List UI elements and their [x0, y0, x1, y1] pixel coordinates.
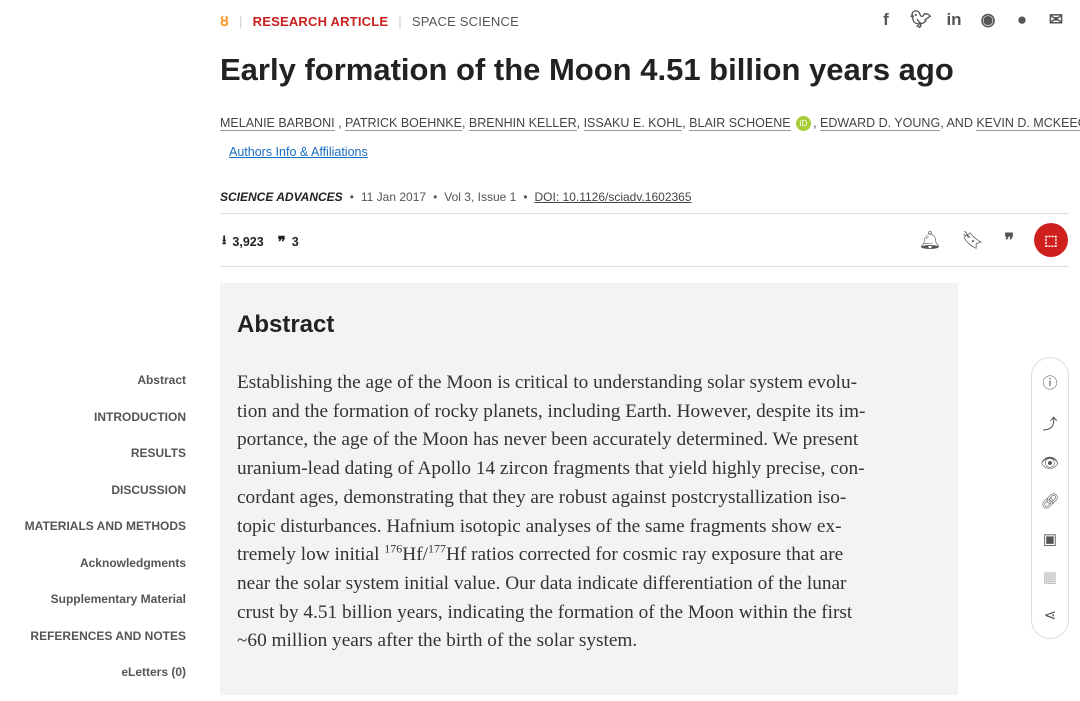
citation-meta: SCIENCE ADVANCES • 11 Jan 2017 • Vol 3, Issu…: [220, 190, 692, 204]
pub-date: 11 Jan 2017: [360, 190, 427, 204]
toc-item[interactable]: INTRODUCTION: [94, 409, 186, 424]
images-icon[interactable]: ▣: [1042, 531, 1058, 548]
and-text: AND: [946, 116, 973, 130]
section-label[interactable]: SPACE SCIENCE: [411, 13, 519, 29]
citation-icon: ❞: [277, 233, 286, 251]
doi-link[interactable]: DOI: 10.1126/sciadv.1602365: [534, 190, 692, 204]
toc-item[interactable]: Abstract: [137, 373, 186, 387]
volume-issue[interactable]: Vol 3, Issue 1: [444, 190, 517, 204]
share-bar: f 🐦︎ in ◉ ● ✉: [876, 10, 1066, 30]
side-tools: ⓘ ⤴ 👁︎ 🔗︎ ▣ ▦ ⋖: [1031, 357, 1069, 639]
abstract-line: portance, the age of the Moon has never …: [237, 429, 859, 451]
download-count: 3,923: [232, 234, 264, 249]
pdf-button[interactable]: ⬚: [1034, 223, 1068, 257]
link-icon[interactable]: 🔗︎: [1040, 493, 1060, 510]
linkedin-icon[interactable]: in: [946, 10, 962, 29]
abstract-line: cordant ages, demonstrating that they ar…: [237, 486, 847, 508]
toc-item[interactable]: MATERIALS AND METHODS: [24, 519, 186, 533]
journal-name[interactable]: SCIENCE ADVANCES: [220, 190, 343, 204]
toc-item[interactable]: RESULTS: [130, 446, 186, 460]
facebook-icon[interactable]: f: [883, 10, 889, 29]
orcid-icon[interactable]: iD: [796, 116, 812, 132]
article-actions: 🔔︎ 🔖︎ ❞ ⬚: [919, 223, 1068, 257]
trending-icon[interactable]: ⤴: [1042, 416, 1058, 433]
abstract-line: crust by 4.51 billion years, indicating …: [237, 601, 853, 623]
author-link[interactable]: MELANIE BARBONI: [220, 116, 335, 131]
table-of-contents: Abstract INTRODUCTION RESULTS DISCUSSION MAT…: [25, 372, 186, 701]
toc-item[interactable]: DISCUSSION: [111, 482, 186, 497]
abstract-text: Establishing the age of the Moon is crit…: [237, 369, 865, 656]
author-link[interactable]: EDWARD D. YOUNG: [820, 116, 941, 131]
pdf-icon: ⬚: [1044, 231, 1058, 248]
author-list: MELANIE BARBONI , PATRICK BOEHNKE, BRENH…: [220, 116, 1080, 132]
eye-icon[interactable]: 👁︎: [1040, 455, 1060, 472]
abstract-line: tion and the formation of rocky planets,…: [237, 400, 866, 422]
article-type[interactable]: RESEARCH ARTICLE: [252, 13, 389, 29]
author-link[interactable]: BRENHIN KELLER: [468, 116, 577, 131]
toc-item[interactable]: REFERENCES AND NOTES: [30, 628, 186, 643]
abstract-heading: Abstract: [237, 311, 335, 338]
article-metrics: ⭳ 3,923 ❞ 3: [222, 231, 299, 252]
bell-icon[interactable]: 🔔︎: [918, 229, 942, 250]
abstract-line: topic disturbances. Hafnium isotopic ana…: [237, 515, 842, 537]
twitter-icon[interactable]: 🐦︎: [910, 10, 932, 29]
abstract-section: Abstract Establishing the age of the Moo…: [220, 283, 958, 695]
download-icon: ⭳: [222, 233, 227, 247]
divider: [220, 213, 1069, 214]
open-access-icon: ȣ: [220, 13, 230, 29]
table-icon[interactable]: ▦: [1042, 569, 1058, 586]
wechat-icon[interactable]: ●: [1016, 10, 1028, 29]
authors-info-link[interactable]: Authors Info & Affiliations: [229, 145, 368, 159]
abstract-line: ~60 million years after the birth of the…: [237, 630, 638, 652]
author-link[interactable]: PATRICK BOEHNKE: [345, 116, 462, 131]
toc-item[interactable]: Supplementary Material: [50, 592, 186, 606]
email-icon[interactable]: ✉: [1048, 10, 1064, 29]
author-link[interactable]: ISSAKU E. KOHL: [583, 116, 683, 131]
toc-item[interactable]: Acknowledgments: [79, 555, 186, 570]
page-title: Early formation of the Moon 4.51 billion…: [220, 52, 954, 87]
abstract-line: uranium-lead dating of Apollo 14 zircon …: [237, 458, 865, 480]
abstract-line: Establishing the age of the Moon is crit…: [237, 372, 858, 393]
divider: [220, 266, 1069, 267]
citation-count: 3: [291, 234, 299, 249]
article-header-tags: ȣ | RESEARCH ARTICLE | SPACE SCIENCE: [220, 13, 519, 29]
author-link[interactable]: KEVIN D. MCKEEGAN: [976, 116, 1080, 131]
abstract-line: tremely low initial 176Hf/177Hf ratios c…: [237, 541, 844, 566]
share-icon[interactable]: ⋖: [1043, 607, 1057, 624]
info-icon[interactable]: ⓘ: [1042, 375, 1058, 392]
bookmark-icon[interactable]: 🔖︎: [961, 229, 985, 250]
toc-item[interactable]: eLetters (0): [121, 665, 186, 679]
cite-icon[interactable]: ❞: [1004, 229, 1014, 250]
abstract-line: near the solar system initial value. Our…: [237, 572, 847, 594]
author-link[interactable]: BLAIR SCHOENE: [689, 116, 791, 131]
reddit-icon[interactable]: ◉: [980, 10, 996, 29]
